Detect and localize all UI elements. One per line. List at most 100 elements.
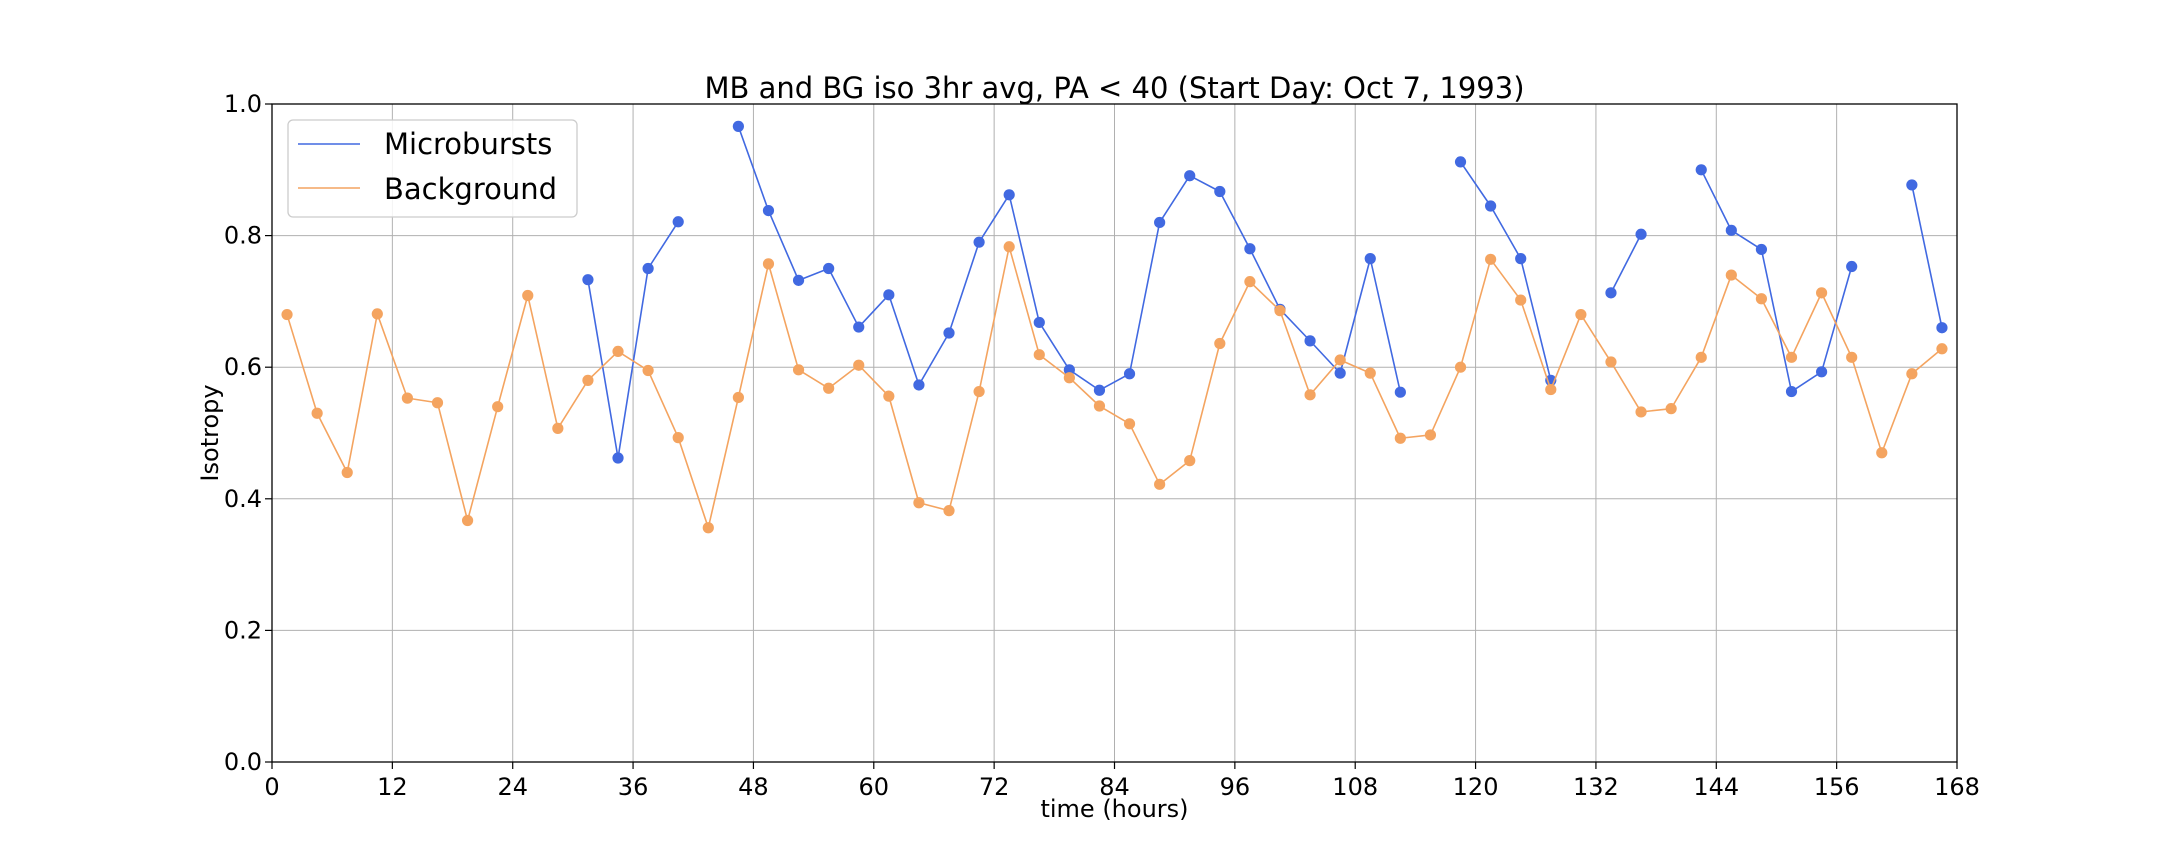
- y-tick-label: 0.2: [224, 616, 262, 644]
- data-point-microbursts: [1364, 253, 1376, 265]
- legend-label-microbursts: Microbursts: [384, 127, 552, 161]
- data-point-microbursts: [1906, 179, 1918, 191]
- data-point-background: [1815, 287, 1828, 299]
- data-point-background: [853, 359, 865, 371]
- data-point-microbursts: [1003, 189, 1015, 201]
- data-point-background: [552, 422, 564, 434]
- data-point-background: [1003, 241, 1015, 253]
- data-point-microbursts: [853, 321, 865, 333]
- data-point-microbursts: [1304, 335, 1316, 347]
- data-point-background: [1033, 349, 1045, 361]
- data-point-microbursts: [1244, 243, 1256, 255]
- x-tick-label: 0: [264, 773, 279, 801]
- data-point-background: [1063, 372, 1075, 384]
- data-point-microbursts: [582, 274, 594, 286]
- ticks: 0 12 24 36 48 60 72 84 96 108 120 132 144 156 168 0.0 0.…: [224, 90, 1980, 801]
- data-point-background: [1545, 383, 1557, 396]
- data-point-microbursts: [1635, 228, 1647, 240]
- data-point-background: [1755, 293, 1768, 305]
- data-point-microbursts: [1485, 200, 1497, 212]
- data-point-microbursts: [1815, 366, 1828, 378]
- data-point-background: [732, 391, 744, 404]
- data-point-microbursts: [1755, 243, 1768, 256]
- x-tick-label: 168: [1934, 773, 1980, 801]
- data-point-microbursts: [823, 262, 835, 275]
- data-point-microbursts: [792, 274, 805, 286]
- data-point-microbursts: [1605, 287, 1617, 299]
- chart-title: MB and BG iso 3hr avg, PA < 40 (Start Da…: [704, 71, 1524, 105]
- data-point-microbursts: [1184, 170, 1196, 182]
- data-point-background: [913, 497, 925, 509]
- data-point-background: [1846, 351, 1858, 363]
- series-layer: [281, 120, 1948, 534]
- data-point-background: [371, 308, 383, 320]
- data-point-background: [1454, 361, 1467, 373]
- data-point-microbursts: [1154, 216, 1166, 229]
- data-point-microbursts: [973, 236, 985, 248]
- data-point-background: [642, 364, 654, 377]
- series-line-microbursts: [1610, 233, 1642, 294]
- data-point-background: [281, 308, 293, 321]
- data-point-background: [1785, 351, 1798, 363]
- data-point-background: [1334, 354, 1346, 366]
- data-point-background: [1123, 418, 1136, 430]
- data-point-background: [1364, 367, 1376, 379]
- data-point-background: [1515, 294, 1527, 306]
- data-point-background: [943, 505, 955, 517]
- data-point-background: [1936, 343, 1948, 355]
- x-tick-label: 108: [1332, 773, 1378, 801]
- data-point-background: [1605, 356, 1617, 368]
- data-point-background: [1184, 455, 1196, 467]
- data-point-microbursts: [1936, 322, 1948, 334]
- data-point-background: [401, 392, 414, 404]
- data-point-microbursts: [1063, 364, 1075, 376]
- data-point-microbursts: [732, 120, 744, 132]
- x-tick-label: 60: [859, 773, 890, 801]
- data-point-microbursts: [913, 379, 925, 391]
- x-tick-label: 84: [1099, 773, 1130, 801]
- x-tick-label: 144: [1693, 773, 1739, 801]
- series-line-microbursts: [1459, 161, 1552, 381]
- data-point-background: [1093, 400, 1106, 412]
- legend: Microbursts Background: [287, 119, 578, 218]
- legend-label-background: Background: [384, 172, 557, 206]
- data-point-background: [1876, 447, 1888, 459]
- x-tick-label: 36: [618, 773, 649, 801]
- data-point-background: [582, 374, 594, 386]
- data-point-background: [792, 364, 805, 376]
- data-point-background: [1695, 351, 1707, 363]
- data-point-microbursts: [642, 262, 654, 275]
- data-point-background: [1575, 308, 1587, 321]
- x-tick-label: 96: [1220, 773, 1251, 801]
- data-point-background: [431, 397, 444, 409]
- series-line-microbursts: [1700, 169, 1853, 393]
- data-point-background: [883, 390, 895, 402]
- data-point-background: [973, 385, 985, 398]
- y-tick-label: 1.0: [224, 90, 262, 118]
- data-point-microbursts: [1334, 367, 1346, 379]
- data-point-microbursts: [1454, 156, 1467, 168]
- data-point-microbursts: [1515, 253, 1527, 265]
- data-point-microbursts: [943, 327, 955, 339]
- y-axis-title: Isotropy: [196, 384, 224, 481]
- data-point-background: [492, 401, 504, 413]
- data-point-microbursts: [612, 452, 624, 464]
- data-point-microbursts: [1214, 185, 1226, 198]
- y-tick-label: 0.4: [224, 485, 262, 513]
- data-point-background: [1304, 389, 1316, 401]
- x-tick-label: 48: [738, 773, 769, 801]
- x-axis-title: time (hours): [1040, 795, 1188, 823]
- data-point-microbursts: [1033, 316, 1045, 329]
- x-tick-label: 132: [1573, 773, 1619, 801]
- y-tick-label: 0.6: [224, 353, 262, 381]
- data-point-background: [702, 522, 714, 534]
- x-tick-label: 120: [1453, 773, 1499, 801]
- data-point-microbursts: [1394, 386, 1406, 398]
- legend-box: [287, 119, 578, 218]
- y-tick-label: 0.0: [224, 748, 262, 776]
- data-point-background: [461, 514, 474, 527]
- x-tick-label: 156: [1814, 773, 1860, 801]
- data-point-background: [823, 382, 835, 394]
- series-line-microbursts: [1911, 184, 1943, 328]
- data-point-microbursts: [1123, 368, 1136, 380]
